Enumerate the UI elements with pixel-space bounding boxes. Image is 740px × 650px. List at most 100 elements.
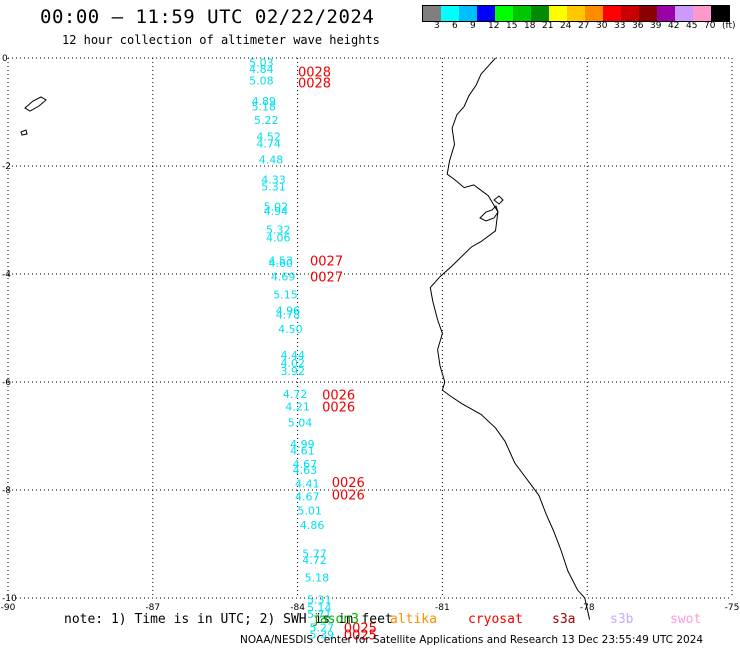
galapagos-island	[24, 96, 47, 112]
color-scale-label: 18	[524, 21, 536, 31]
swh-value: 5.02	[264, 201, 289, 214]
swh-value: 5.39	[309, 629, 334, 642]
lat-tick-label: -6	[2, 378, 11, 388]
color-scale-label: 33	[614, 21, 626, 31]
swh-value: 4.52	[256, 130, 281, 143]
color-scale-label: 24	[560, 21, 572, 31]
lat-tick-label: -2	[2, 162, 11, 172]
satellite-legend-cryosat: cryosat	[468, 612, 523, 627]
swh-value: 4.84	[249, 63, 274, 76]
color-scale-label: 27	[578, 21, 590, 31]
swh-value: 4.53	[268, 255, 293, 268]
color-scale-label: 30	[596, 21, 608, 31]
lon-tick-label: -84	[290, 603, 305, 613]
color-scale-label: 21	[542, 21, 554, 31]
pass-time-label: 0026	[332, 488, 365, 503]
color-scale-cell	[675, 6, 693, 21]
swh-value: 5.32	[266, 224, 291, 237]
color-scale-bar	[422, 5, 730, 22]
swh-value: 4.72	[302, 554, 327, 567]
lon-tick-label: -87	[145, 603, 160, 613]
color-scale-label: 36	[632, 21, 644, 31]
color-scale-cell	[531, 6, 549, 21]
swh-value: 5.18	[305, 571, 330, 584]
pass-time-label: 0027	[310, 271, 343, 286]
color-scale-cell	[567, 6, 585, 21]
swh-value: 5.71	[307, 608, 332, 621]
color-scale-labels: 3 6 9 12 15 18 21 24 27 30 33 36 39 42 45 70 (ft)	[422, 21, 736, 33]
galapagos-island	[20, 129, 28, 136]
pass-time-label: 0027	[310, 255, 343, 270]
swh-value: 5.08	[249, 75, 274, 88]
color-scale-cell	[549, 6, 567, 21]
color-scale-cell	[441, 6, 459, 21]
lat-tick-label: -10	[2, 594, 17, 604]
swh-value: 4.78	[276, 309, 301, 322]
color-scale-label: 3	[434, 21, 440, 31]
swh-value: 5.15	[273, 289, 298, 302]
swh-value: 4.33	[261, 174, 286, 187]
lon-tick-label: -75	[725, 603, 740, 613]
color-scale-label: 45	[686, 21, 698, 31]
color-scale-label: 42	[668, 21, 680, 31]
color-scale-cell	[423, 6, 441, 21]
note-text: note: 1) Time is in UTC; 2) SWH is in fe…	[64, 612, 393, 627]
swh-value: 4.61	[290, 445, 315, 458]
swh-value: 4.44	[281, 349, 306, 362]
page-title: 00:00 – 11:59 UTC 02/22/2024	[40, 6, 375, 28]
swh-value: 5.31	[307, 594, 332, 607]
satellite-legend-s3a: s3a	[552, 612, 576, 627]
color-scale-label: 70	[704, 21, 716, 31]
swh-value: 4.67	[295, 490, 320, 503]
pass-time-label: 0025	[344, 622, 377, 637]
swh-value: 4.60	[268, 257, 293, 270]
color-scale-cell	[459, 6, 477, 21]
color-scale-label: 15	[506, 21, 518, 31]
satellite-legend-swot: swot	[670, 612, 702, 627]
satellite-legend-jason3: jason3	[312, 612, 359, 627]
swh-value: 5.18	[252, 101, 277, 114]
pass-time-label: 0026	[332, 476, 365, 491]
color-scale-cell	[657, 6, 675, 21]
swh-value: 4.41	[295, 478, 320, 491]
satellite-legend-s3b: s3b	[610, 612, 634, 627]
swh-value: 5.04	[288, 417, 313, 430]
swh-value: 4.74	[256, 137, 281, 150]
pass-time-label: 0025	[344, 629, 377, 644]
color-scale-cell	[711, 6, 729, 21]
swh-value: 5.01	[297, 505, 322, 518]
swh-value: 5.77	[302, 548, 327, 561]
color-scale-cell	[693, 6, 711, 21]
swh-value: 5.27	[309, 622, 334, 635]
color-scale-label: (ft)	[722, 21, 736, 31]
credit-line: NOAA/NESDIS Center for Satellite Applica…	[240, 634, 704, 646]
swh-value: 5.03	[249, 56, 274, 69]
lon-tick-label: -81	[435, 603, 450, 613]
color-scale-cell	[513, 6, 531, 21]
island	[493, 195, 504, 205]
swh-value: 4.67	[293, 458, 318, 471]
color-scale-label: 9	[470, 21, 476, 31]
swh-value: 5.31	[261, 181, 286, 194]
color-scale-cell	[603, 6, 621, 21]
swh-value: 3.92	[281, 365, 306, 378]
color-scale-label: 12	[488, 21, 500, 31]
lat-tick-label: -8	[2, 486, 11, 496]
swh-value: 4.99	[290, 438, 315, 451]
lat-tick-label: 0	[2, 54, 8, 64]
footer-note: note: 1) Time is in UTC; 2) SWH is in fe…	[64, 612, 701, 627]
satellite-legend-altika: altika	[390, 612, 437, 627]
lat-tick-label: -4	[2, 270, 11, 280]
swh-value: 4.72	[283, 388, 308, 401]
page-subtitle: 12 hour collection of altimeter wave hei…	[62, 33, 380, 47]
puna-island	[479, 205, 499, 222]
pass-time-label: 0028	[298, 76, 331, 91]
color-scale-cell	[621, 6, 639, 21]
color-scale-cell	[585, 6, 603, 21]
pass-time-label: 0026	[322, 388, 355, 403]
color-scale-cell	[639, 6, 657, 21]
swh-value: 4.48	[259, 154, 284, 167]
color-scale-label: 39	[650, 21, 662, 31]
swh-value: 5.14	[307, 602, 332, 615]
